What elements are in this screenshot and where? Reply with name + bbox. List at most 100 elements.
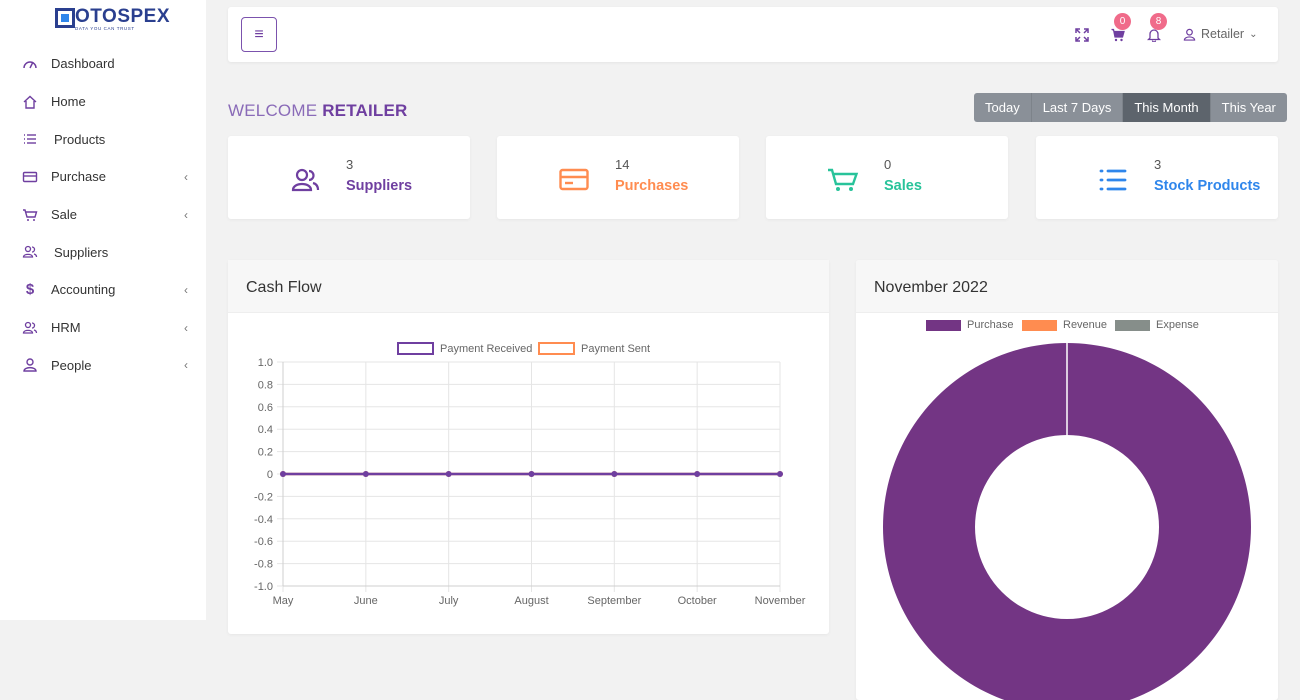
- cart-button[interactable]: 0: [1110, 13, 1131, 43]
- cart-icon: [826, 166, 860, 194]
- sidebar-item-dashboard[interactable]: Dashboard: [0, 45, 206, 83]
- legend-item-expense[interactable]: Expense: [1115, 319, 1199, 331]
- chevron-down-icon: ⌄: [1249, 28, 1258, 40]
- home-icon: [22, 94, 38, 110]
- sidebar-item-hrm[interactable]: HRM ‹: [0, 309, 206, 347]
- brand-name: OTOSPEX: [75, 6, 171, 27]
- stat-value: 0: [884, 157, 892, 172]
- menu-toggle-button[interactable]: ≡: [241, 17, 277, 52]
- y-tick-label: -0.4: [254, 514, 273, 526]
- legend-swatch: [1115, 319, 1150, 331]
- sidebar-item-home[interactable]: Home: [0, 83, 206, 121]
- month-doughnut-chart: [883, 343, 1251, 700]
- range-last-7-days-button[interactable]: Last 7 Days: [1031, 93, 1124, 122]
- sidebar-item-label: Home: [51, 94, 86, 110]
- sidebar-item-accounting[interactable]: $ Accounting ‹: [0, 271, 206, 309]
- stat-card-stock-products[interactable]: 3 Stock Products: [1036, 136, 1278, 219]
- list-icon: [1096, 166, 1130, 194]
- legend-swatch: [926, 319, 961, 331]
- welcome-name: RETAILER: [322, 101, 408, 120]
- y-tick-label: -0.6: [254, 536, 273, 548]
- legend-swatch: [397, 342, 434, 355]
- legend-item-payment-sent[interactable]: Payment Sent: [538, 342, 650, 355]
- legend-item-purchase[interactable]: Purchase: [926, 319, 1013, 331]
- legend-swatch: [538, 342, 575, 355]
- sidebar-item-label: People: [51, 357, 92, 373]
- panel-header: Cash Flow: [228, 260, 829, 313]
- range-today-button[interactable]: Today: [974, 93, 1032, 122]
- x-tick-label: May: [273, 595, 294, 607]
- panel-title: Cash Flow: [246, 279, 322, 296]
- range-this-year-button[interactable]: This Year: [1210, 93, 1287, 122]
- brand-tagline: DATA YOU CAN TRUST: [75, 26, 135, 31]
- y-tick-label: 0.2: [258, 447, 273, 459]
- x-tick-label: October: [678, 595, 717, 607]
- welcome-heading: WELCOME RETAILER: [228, 101, 408, 121]
- chevron-left-icon: ‹: [184, 320, 188, 335]
- data-point[interactable]: [528, 471, 535, 477]
- users-icon: [288, 166, 322, 194]
- data-point[interactable]: [611, 471, 618, 477]
- sidebar-item-suppliers[interactable]: Suppliers: [0, 233, 206, 271]
- x-tick-label: September: [587, 595, 641, 607]
- stat-label: Stock Products: [1154, 178, 1261, 194]
- month-summary-panel: November 2022 Purchase Revenue Expense: [856, 260, 1278, 700]
- stat-label: Purchases: [615, 178, 689, 194]
- y-tick-label: 0.4: [258, 424, 273, 436]
- chevron-left-icon: ‹: [184, 207, 188, 222]
- sidebar-item-label: Accounting: [51, 282, 116, 298]
- legend-item-revenue[interactable]: Revenue: [1022, 319, 1107, 331]
- legend-label: Payment Received: [440, 342, 533, 355]
- y-tick-label: 1.0: [258, 357, 273, 369]
- fullscreen-icon[interactable]: [1074, 27, 1090, 43]
- users-icon: [22, 244, 38, 260]
- legend-label: Revenue: [1063, 319, 1108, 331]
- sidebar-item-products[interactable]: Products: [0, 120, 206, 158]
- stat-card-purchases[interactable]: 14 Purchases: [497, 136, 739, 219]
- y-tick-label: 0.8: [258, 379, 273, 391]
- cart-icon: [22, 207, 38, 223]
- legend-item-payment-received[interactable]: Payment Received: [397, 342, 532, 355]
- sidebar-item-label: Suppliers: [54, 244, 109, 260]
- date-range-filter: Today Last 7 Days This Month This Year: [974, 93, 1287, 122]
- stat-label: Sales: [884, 178, 922, 194]
- credit-card-icon: [22, 169, 38, 185]
- legend-label: Payment Sent: [581, 342, 651, 355]
- cash-flow-panel: Cash Flow Payment Received Payment Sent …: [228, 260, 829, 634]
- y-tick-label: 0: [267, 469, 273, 481]
- stat-card-suppliers[interactable]: 3 Suppliers: [228, 136, 470, 219]
- sidebar-item-label: Purchase: [51, 169, 106, 185]
- sidebar-item-purchase[interactable]: Purchase ‹: [0, 158, 206, 196]
- user-name: Retailer: [1201, 27, 1245, 41]
- list-icon: [22, 131, 38, 147]
- range-this-month-button[interactable]: This Month: [1123, 93, 1211, 122]
- user-icon: [1183, 28, 1196, 41]
- topbar: ≡ 0 8 Retailer ⌄: [228, 7, 1278, 62]
- stat-value: 3: [1154, 157, 1162, 172]
- legend-swatch: [1022, 319, 1057, 331]
- data-point[interactable]: [445, 471, 452, 477]
- bell-icon: [1147, 29, 1161, 42]
- panel-title: November 2022: [874, 279, 988, 296]
- stat-card-sales[interactable]: 0 Sales: [766, 136, 1008, 219]
- brand-logo[interactable]: OTOSPEX DATA YOU CAN TRUST: [55, 6, 170, 32]
- notifications-button[interactable]: 8: [1146, 13, 1167, 43]
- data-point[interactable]: [694, 471, 701, 477]
- data-point[interactable]: [777, 471, 783, 477]
- sidebar-item-sale[interactable]: Sale ‹: [0, 196, 206, 234]
- cart-count-badge: 0: [1114, 13, 1131, 30]
- legend-label: Purchase: [967, 319, 1014, 331]
- stat-value: 14: [615, 157, 630, 172]
- sidebar-item-label: Sale: [51, 207, 78, 223]
- gauge-icon: [22, 56, 38, 72]
- x-tick-label: July: [439, 595, 459, 607]
- user-menu[interactable]: Retailer ⌄: [1183, 27, 1257, 41]
- data-point[interactable]: [280, 471, 286, 477]
- donut-slice-purchase[interactable]: [883, 343, 1251, 700]
- x-tick-label: August: [514, 595, 548, 607]
- data-point[interactable]: [362, 471, 369, 477]
- notification-count-badge: 8: [1150, 13, 1167, 30]
- sidebar-item-people[interactable]: People ‹: [0, 347, 206, 385]
- users-icon: [22, 320, 38, 336]
